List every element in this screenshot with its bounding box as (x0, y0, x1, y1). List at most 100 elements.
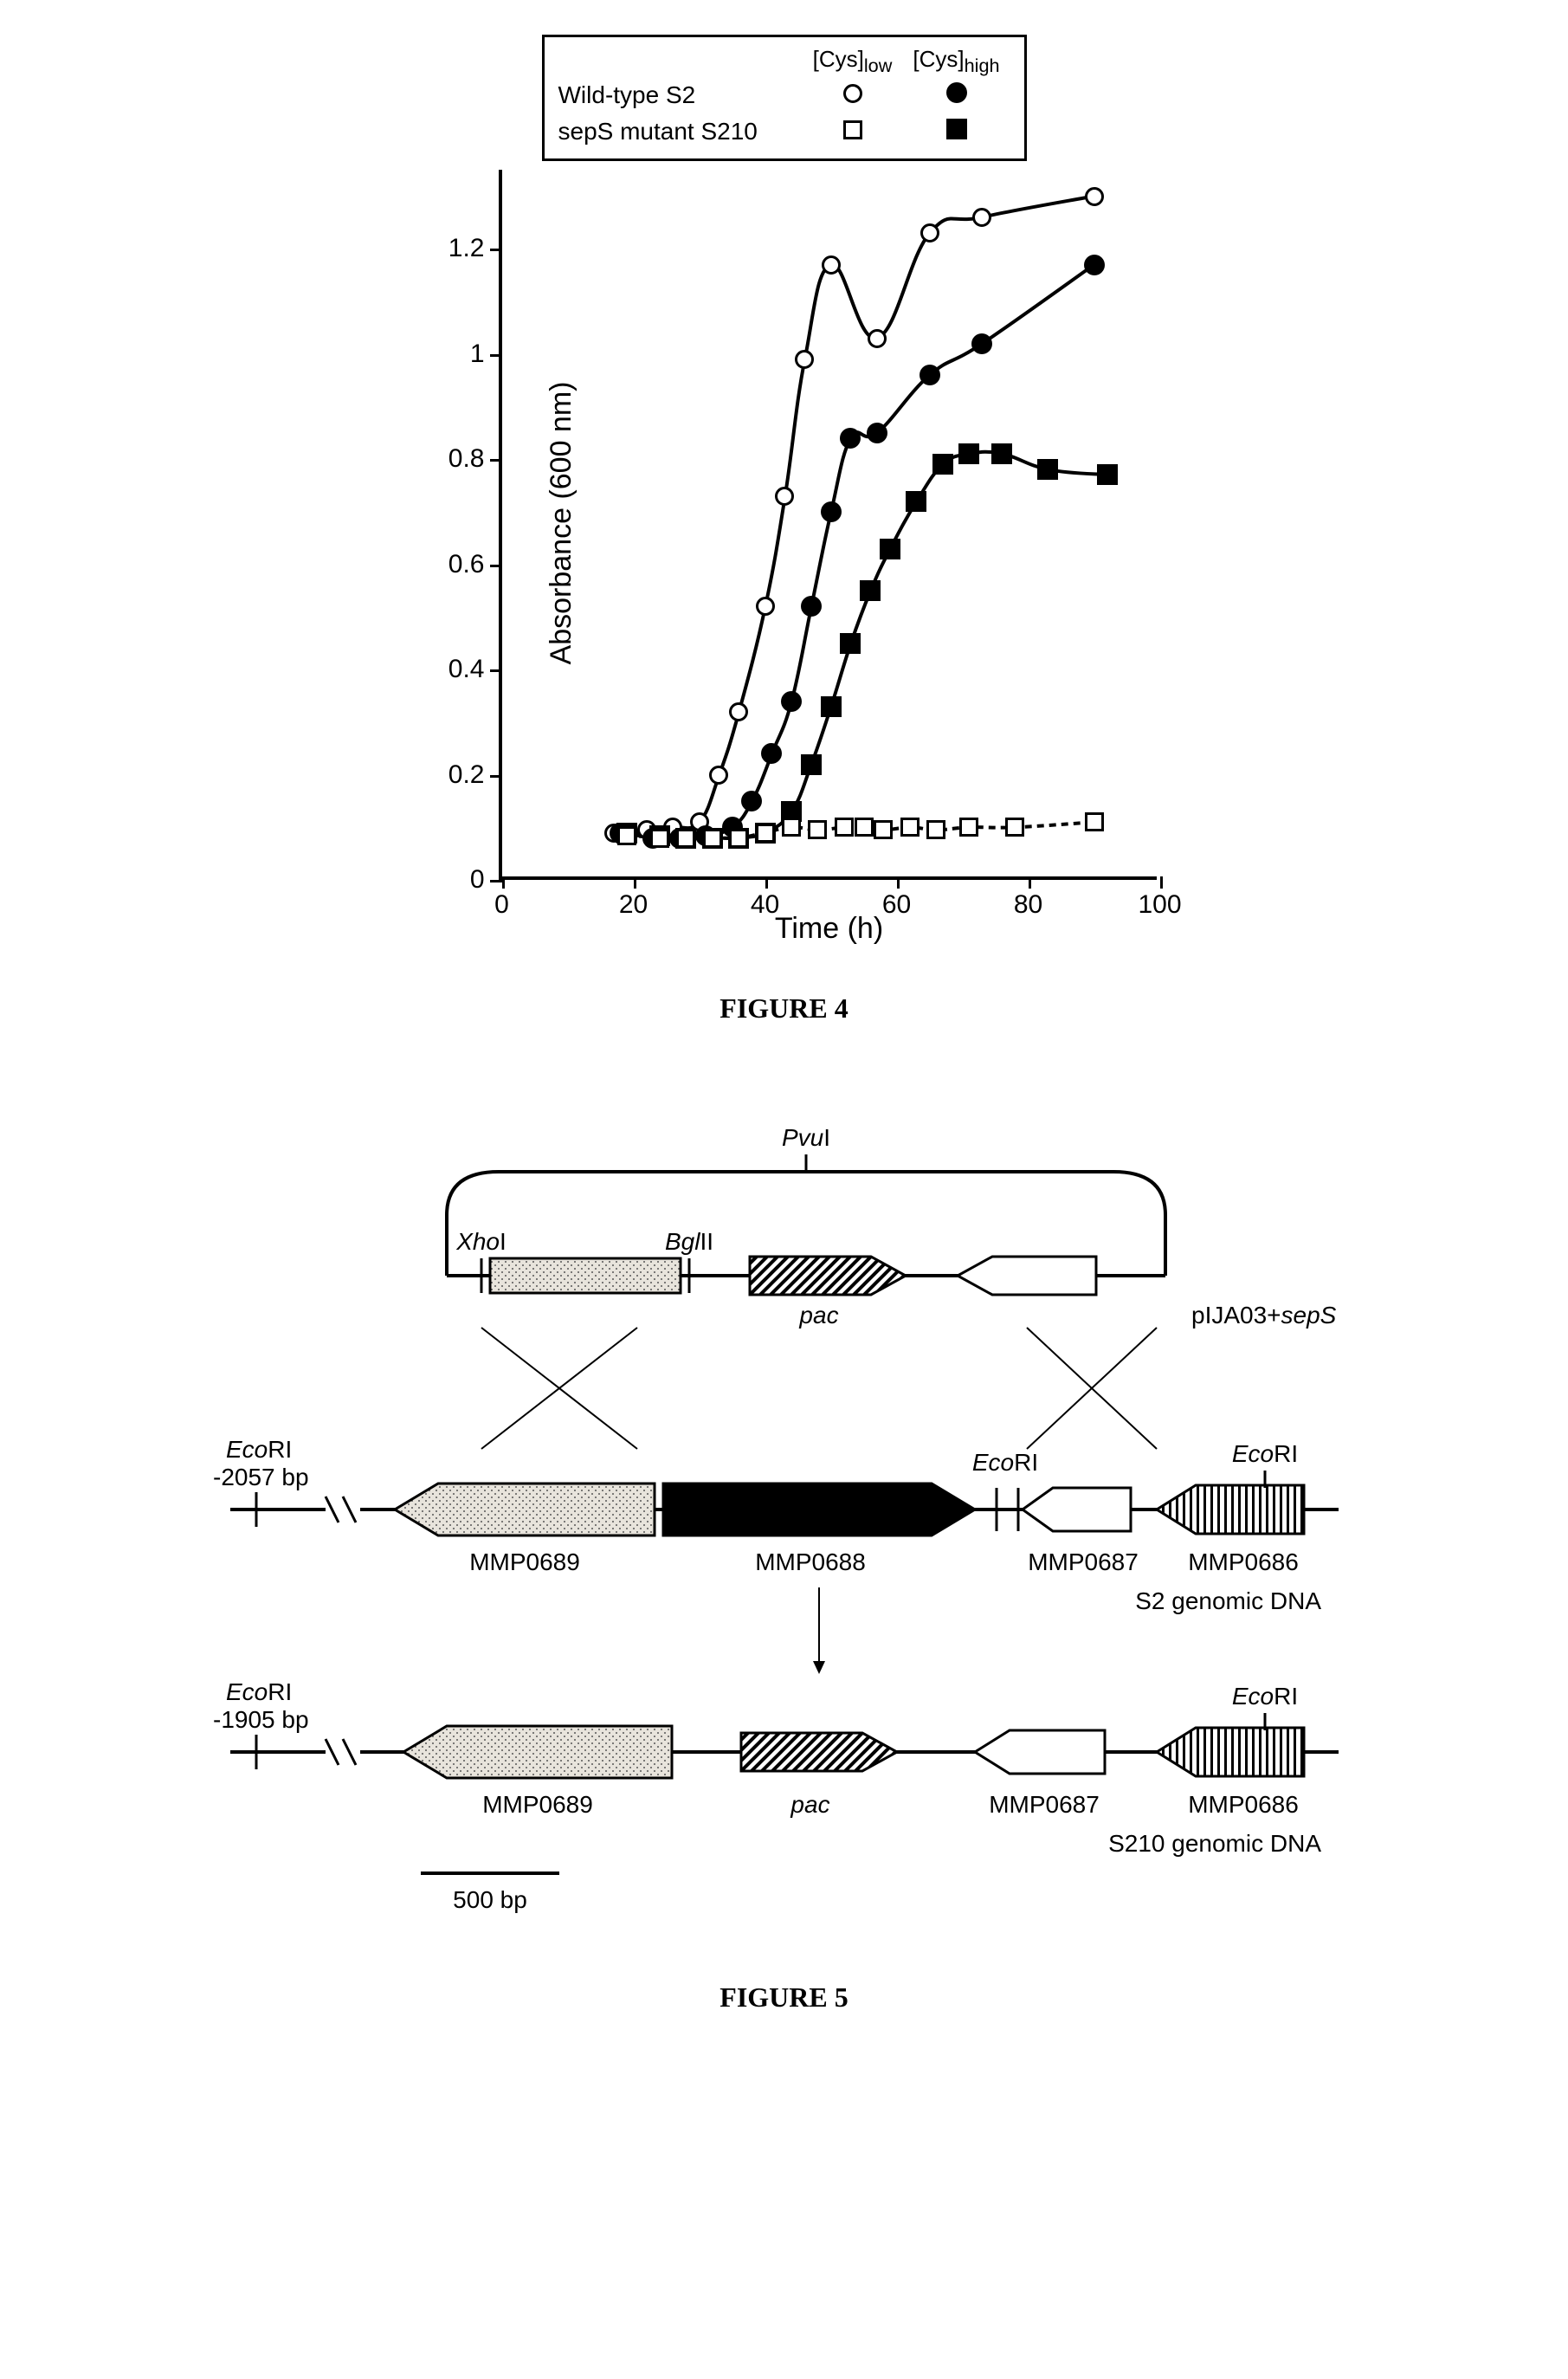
chart-legend: [Cys]low [Cys]high Wild-type S2 sepS mut… (542, 35, 1027, 161)
datapoint (761, 743, 782, 764)
datapoint (972, 208, 991, 227)
s210-mmp0687: MMP0687 (989, 1791, 1100, 1818)
datapoint (1005, 818, 1024, 837)
datapoint (855, 818, 874, 837)
legend-wt-low-marker (801, 81, 905, 109)
datapoint (1085, 812, 1104, 831)
s2-left-bp: -2057 bp (213, 1464, 309, 1490)
datapoint (1037, 459, 1058, 480)
legend-col-low: [Cys]low (801, 46, 905, 77)
s210-mmp0686: MMP0686 (1188, 1791, 1299, 1818)
datapoint (840, 633, 861, 654)
datapoint (795, 350, 814, 369)
s2-mmp0686: MMP0686 (1188, 1548, 1299, 1575)
datapoint (867, 423, 887, 443)
datapoint (874, 820, 893, 839)
datapoint (775, 487, 794, 506)
datapoint (1085, 187, 1104, 206)
x-axis-label: Time (h) (775, 912, 883, 946)
svg-text:EcoRI: EcoRI (1231, 1440, 1297, 1467)
datapoint (971, 333, 992, 354)
s2-mmp0687: MMP0687 (1028, 1548, 1139, 1575)
datapoint (991, 443, 1012, 464)
legend-col-low-text: [Cys] (813, 46, 864, 72)
datapoint (617, 826, 636, 845)
scale-bar: 500 bp (421, 1873, 559, 1913)
plasmid-label: pIJA03+sepS (1191, 1302, 1337, 1328)
datapoint (729, 702, 748, 721)
datapoint (835, 818, 854, 837)
datapoint (860, 580, 881, 601)
datapoint (756, 824, 775, 843)
datapoint (821, 501, 842, 522)
legend-col-high: [Cys]high (905, 46, 1009, 77)
legend-mut-high-marker (905, 118, 1009, 145)
datapoint (958, 443, 979, 464)
legend-col-high-text: [Cys] (913, 46, 964, 72)
s210-mmp0689: MMP0689 (482, 1791, 593, 1818)
svg-text:EcoRI: EcoRI (971, 1449, 1037, 1476)
datapoint (822, 255, 841, 275)
s2-mmp0688: MMP0688 (755, 1548, 866, 1575)
datapoint (709, 766, 728, 785)
s210-genomic: EcoRI -1905 bp MMP0689 pac MMP0687 MMP06… (213, 1678, 1339, 1857)
s2-label: S2 genomic DNA (1135, 1587, 1321, 1614)
datapoint (741, 791, 762, 811)
datapoint (920, 365, 940, 385)
legend-header: [Cys]low [Cys]high (558, 46, 1010, 77)
curves-svg (502, 170, 1157, 876)
datapoint (676, 829, 695, 848)
plot-area: Absorbance (600 nm) Time (h) 00.20.40.60… (499, 170, 1157, 880)
datapoint (959, 818, 978, 837)
figure-4: [Cys]low [Cys]high Wild-type S2 sepS mut… (308, 35, 1261, 1025)
pac-label-top: pac (798, 1302, 838, 1328)
legend-col-high-sub: high (965, 55, 1000, 76)
datapoint (840, 428, 861, 449)
pvu-name: Pvu (781, 1124, 823, 1151)
datapoint (926, 820, 945, 839)
chart-wrapper: [Cys]low [Cys]high Wild-type S2 sepS mut… (395, 35, 1174, 880)
s2-genomic: EcoRI -2057 bp MMP0689 MMP0688 EcoRI MMP… (213, 1436, 1339, 1614)
figure-5: PvuI XhoI BglII pac pIJA03+sepS (178, 1128, 1391, 2014)
legend-wt-label: Wild-type S2 (558, 81, 801, 109)
s210-label: S210 genomic DNA (1108, 1830, 1321, 1857)
svg-text:BglII: BglII (664, 1228, 713, 1255)
datapoint (703, 829, 722, 848)
legend-wt-high-marker (905, 81, 1009, 109)
datapoint (821, 696, 842, 717)
down-arrow (813, 1587, 825, 1674)
legend-row-mutant: sepS mutant S210 (558, 113, 1010, 150)
datapoint (801, 754, 822, 775)
svg-text:EcoRI: EcoRI (226, 1678, 292, 1705)
datapoint (932, 454, 953, 475)
s210-pac: pac (790, 1791, 829, 1818)
datapoint (650, 829, 669, 848)
gene-diagram: PvuI XhoI BglII pac pIJA03+sepS (178, 1128, 1391, 1956)
datapoint (900, 818, 920, 837)
datapoint (920, 223, 939, 242)
legend-row-wt: Wild-type S2 (558, 77, 1010, 113)
gene-diagram-svg: PvuI XhoI BglII pac pIJA03+sepS (178, 1128, 1391, 1951)
legend-mut-label: sepS mutant S210 (558, 118, 801, 145)
scale-bar-label: 500 bp (453, 1886, 527, 1913)
datapoint (1097, 464, 1118, 485)
datapoint (801, 596, 822, 617)
svg-text:EcoRI: EcoRI (1231, 1683, 1297, 1710)
datapoint (781, 691, 802, 712)
figure4-caption: FIGURE 4 (308, 992, 1261, 1025)
figure5-caption: FIGURE 5 (178, 1981, 1391, 2014)
datapoint (906, 491, 926, 512)
svg-text:XhoI: XhoI (455, 1228, 507, 1255)
svg-text:PvuI: PvuI (781, 1124, 829, 1151)
datapoint (868, 329, 887, 348)
datapoint (729, 829, 748, 848)
datapoint (782, 818, 801, 837)
datapoint (808, 820, 827, 839)
legend-col-low-sub: low (864, 55, 893, 76)
datapoint (756, 597, 775, 616)
s210-left-bp: -1905 bp (213, 1706, 309, 1733)
plasmid-construct: PvuI XhoI BglII pac pIJA03+sepS (447, 1124, 1337, 1328)
crossover-marks (481, 1328, 1157, 1449)
legend-mut-low-marker (801, 118, 905, 145)
svg-text:EcoRI: EcoRI (226, 1436, 292, 1463)
